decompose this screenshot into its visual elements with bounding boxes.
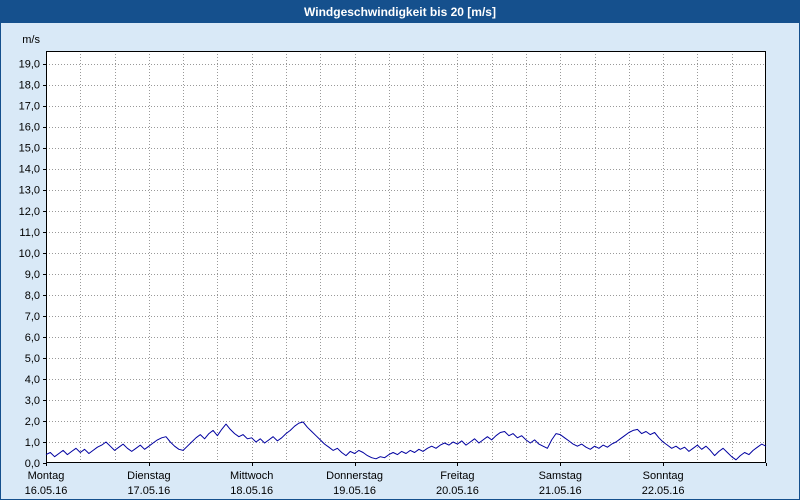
y-axis-labels: 0,0 1,0 2,0 3,0 4,0 5,0 6,0 7,0 8,0 9,0 10,0 11,0 12… (19, 34, 41, 470)
y-tick-label: 7,0 (25, 311, 40, 323)
y-tick-label: 3,0 (25, 395, 40, 407)
x-day-name: Samstag (539, 470, 582, 482)
y-tick-label: 14,0 (19, 164, 40, 176)
y-tick-label: 4,0 (25, 374, 40, 386)
x-day-date: 16.05.16 (25, 485, 68, 497)
x-day-date: 18.05.16 (230, 485, 273, 497)
y-tick-label: 8,0 (25, 290, 40, 302)
plot-area (46, 51, 766, 463)
x-day-name: Donnerstag (326, 470, 383, 482)
chart-title-bar: Windgeschwindigkeit bis 20 [m/s] (1, 1, 799, 23)
x-day-name: Freitag (440, 470, 474, 482)
y-tick-label: 16,0 (19, 122, 40, 134)
y-tick-label: 13,0 (19, 185, 40, 197)
wind-speed-series-line (45, 421, 767, 461)
x-axis-labels: Montag 16.05.16 Dienstag 17.05.16 Mittwoch 18… (25, 470, 685, 497)
x-day-name: Dienstag (127, 470, 170, 482)
axis-ticks (43, 64, 767, 466)
x-day-date: 17.05.16 (127, 485, 170, 497)
plot-border (46, 51, 766, 463)
y-tick-label: 1,0 (25, 437, 40, 449)
y-tick-label: 6,0 (25, 332, 40, 344)
y-tick-label: 2,0 (25, 416, 40, 428)
gridlines (46, 51, 766, 463)
x-day-name: Montag (28, 470, 65, 482)
y-tick-label: 9,0 (25, 269, 40, 281)
y-axis-unit-label: m/s (22, 34, 40, 46)
x-day-date: 20.05.16 (436, 485, 479, 497)
y-tick-label: 18,0 (19, 80, 40, 92)
y-tick-label: 19,0 (19, 59, 40, 71)
y-tick-label: 12,0 (19, 206, 40, 218)
x-day-name: Mittwoch (230, 470, 273, 482)
x-day-name: Sonntag (643, 470, 684, 482)
y-tick-label: 15,0 (19, 143, 40, 155)
y-tick-label: 0,0 (25, 458, 40, 470)
chart-title: Windgeschwindigkeit bis 20 [m/s] (304, 5, 496, 19)
y-tick-label: 10,0 (19, 248, 40, 260)
y-tick-label: 5,0 (25, 353, 40, 365)
x-day-date: 21.05.16 (539, 485, 582, 497)
y-tick-label: 11,0 (19, 227, 40, 239)
x-day-date: 19.05.16 (333, 485, 376, 497)
y-tick-label: 17,0 (19, 101, 40, 113)
x-day-date: 22.05.16 (642, 485, 685, 497)
wind-speed-chart: 0,0 1,0 2,0 3,0 4,0 5,0 6,0 7,0 8,0 9,0 10,0 11,0 12… (1, 23, 799, 499)
